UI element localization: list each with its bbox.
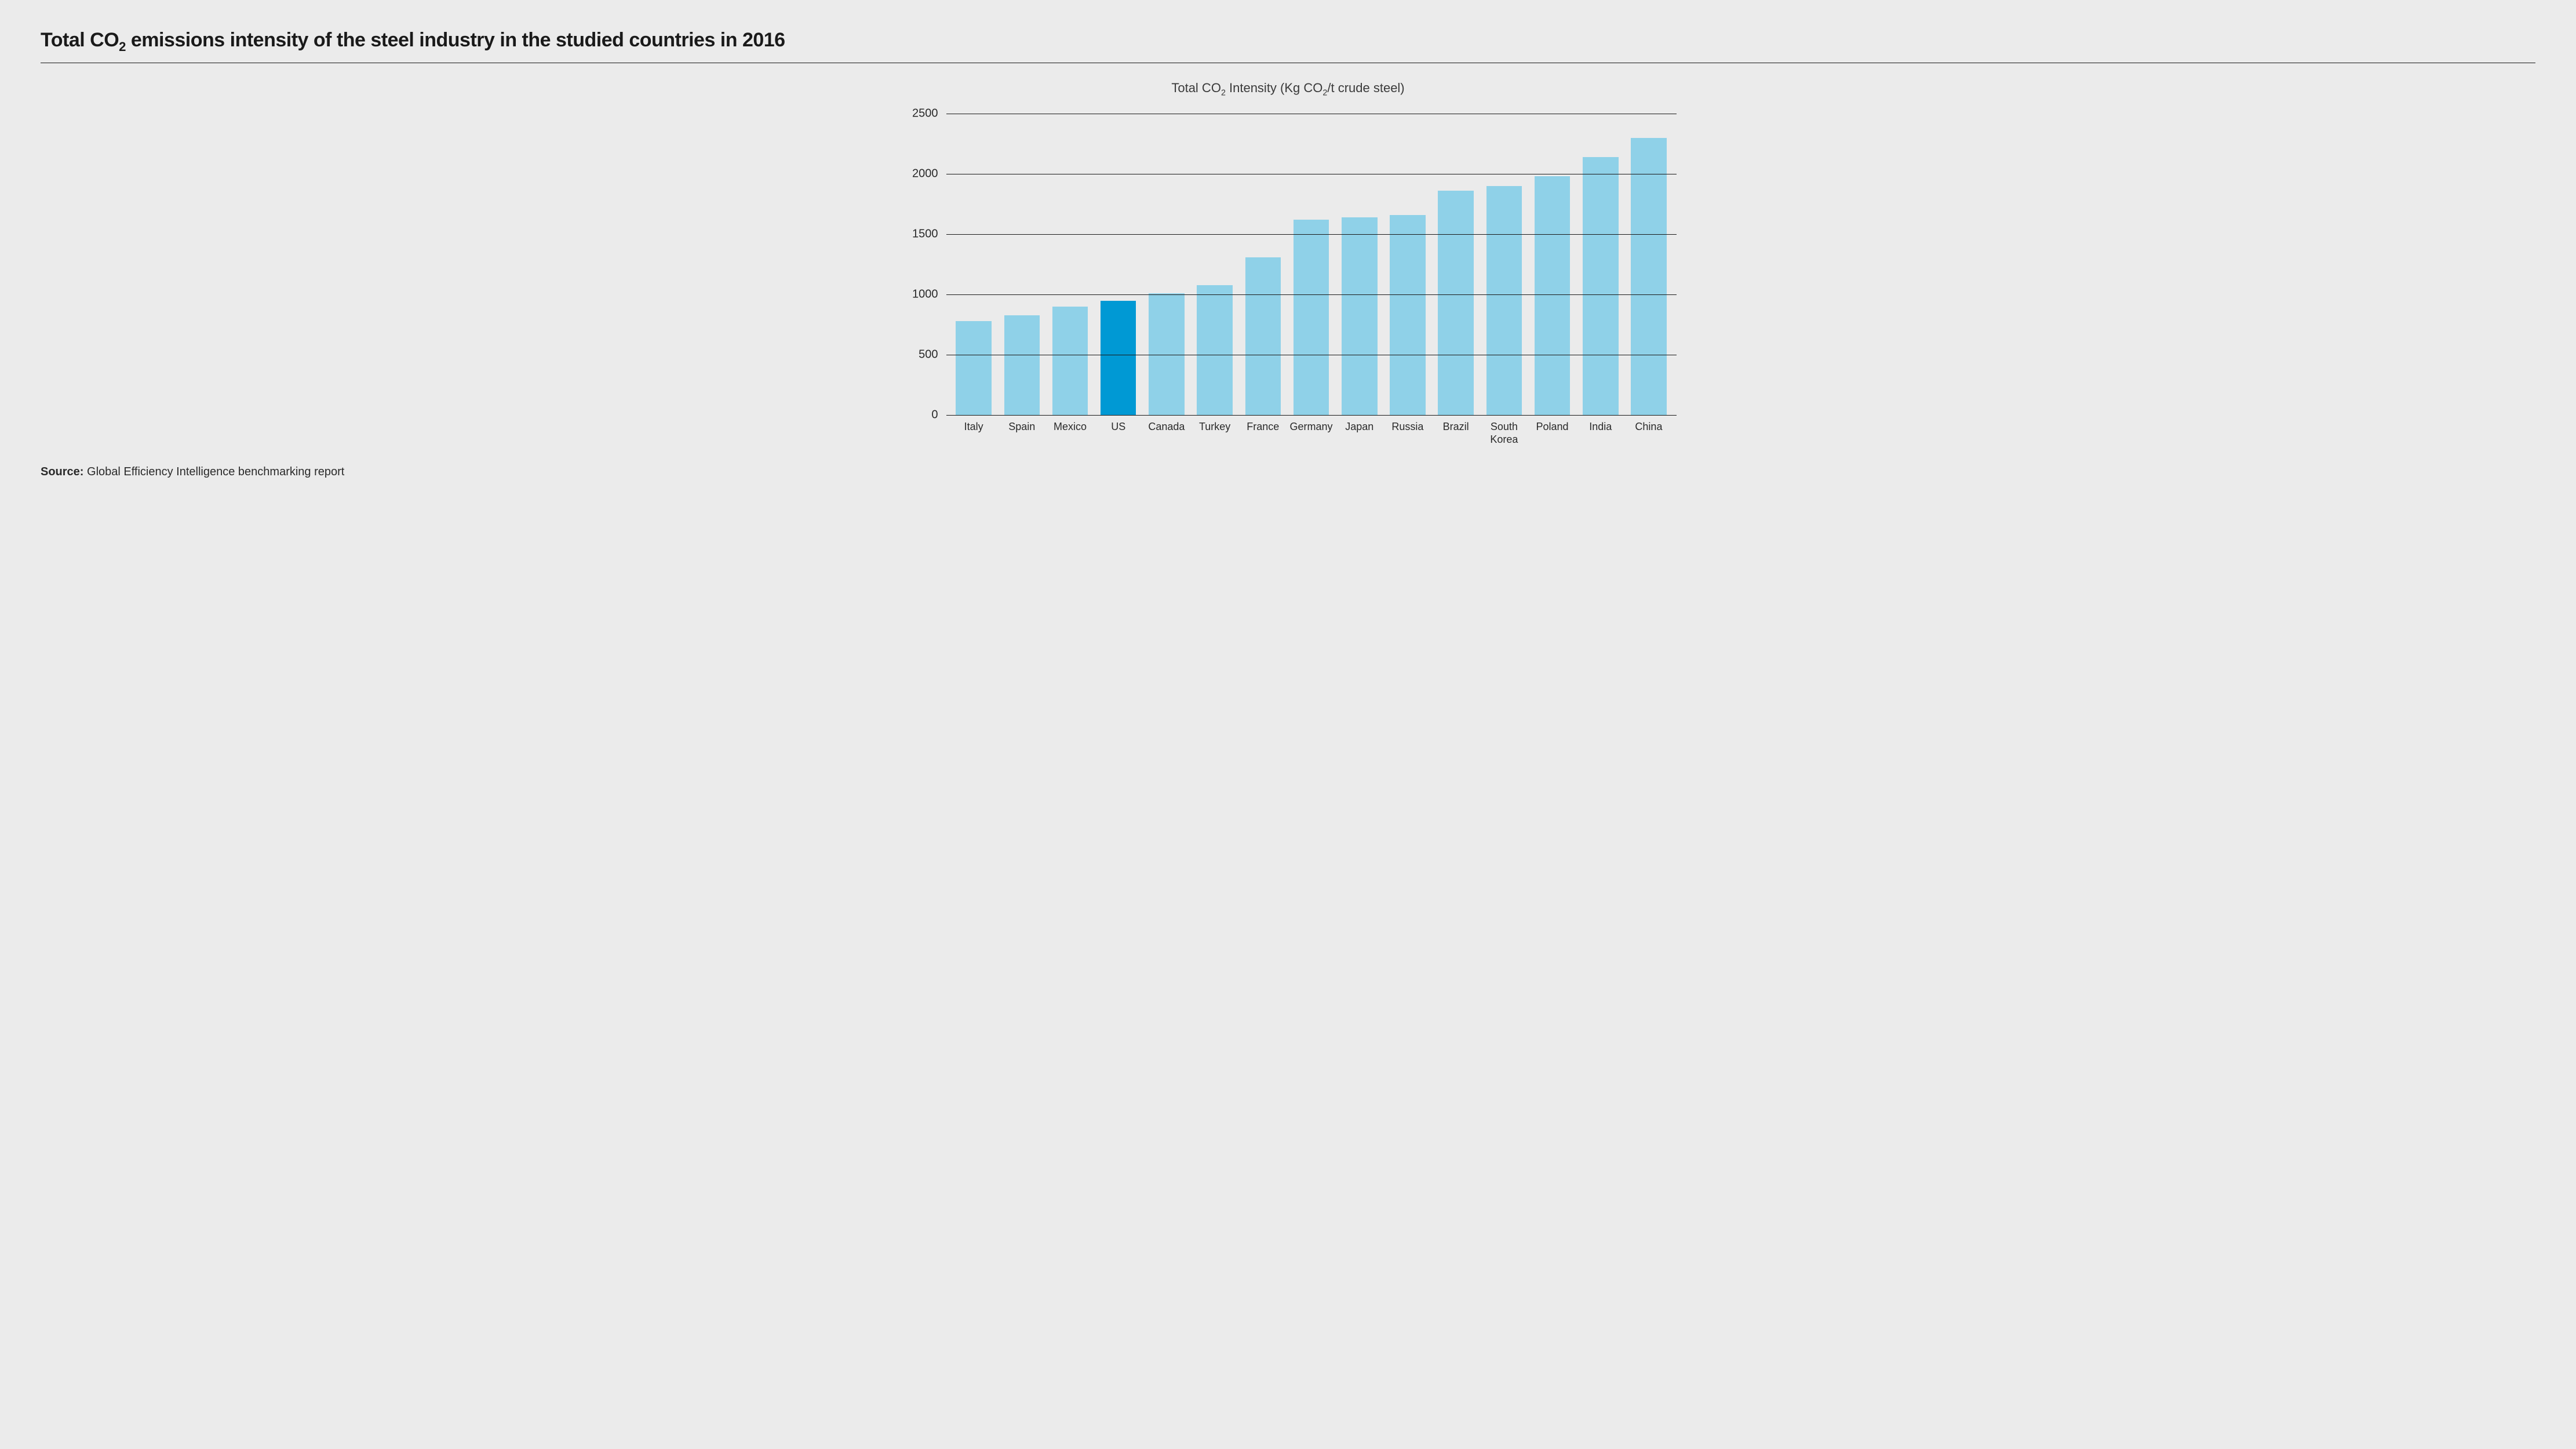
chart-bar-slot: [1383, 114, 1431, 415]
chart-bar-slot: [1239, 114, 1287, 415]
chart-bar-slot: [1624, 114, 1673, 415]
chart-ytick-label: 1000: [912, 288, 938, 301]
chart-bars-row: [946, 114, 1677, 415]
chart-bar-slot: [1046, 114, 1094, 415]
chart-bar: [1486, 186, 1522, 415]
chart-bar: [1149, 293, 1185, 415]
chart-bar-slot: [1432, 114, 1480, 415]
chart-bar: [1583, 157, 1619, 415]
chart-bar: [1438, 191, 1474, 415]
chart-gridline: [946, 294, 1677, 295]
chart-xtick-label: Turkey: [1191, 421, 1239, 446]
chart-xtick-label: Poland: [1528, 421, 1576, 446]
chart-xtick-label: Germany: [1287, 421, 1335, 446]
chart-xtick-label: India: [1576, 421, 1624, 446]
chart-ytick-label: 2500: [912, 107, 938, 121]
chart-xtick-label: France: [1239, 421, 1287, 446]
chart-bar: [1004, 315, 1040, 416]
chart-bar: [1535, 176, 1571, 415]
chart-bar-slot: [1191, 114, 1239, 415]
chart-main-title: Total CO2 emissions intensity of the ste…: [41, 29, 2535, 63]
chart-source: Source: Global Efficiency Intelligence b…: [41, 465, 2535, 479]
chart-bar-slot: [1094, 114, 1142, 415]
chart-container: 05001000150020002500 ItalySpainMexicoUSC…: [883, 114, 1694, 446]
source-label: Source:: [41, 465, 83, 478]
chart-ytick-label: 2000: [912, 168, 938, 181]
chart-xtick-label: Brazil: [1432, 421, 1480, 446]
chart-x-labels: ItalySpainMexicoUSCanadaTurkeyFranceGerm…: [946, 415, 1677, 446]
chart-bar-slot: [950, 114, 998, 415]
chart-xtick-label: Mexico: [1046, 421, 1094, 446]
chart-subtitle: Total CO2 Intensity (Kg CO2/t crude stee…: [41, 81, 2535, 97]
chart-bar: [1294, 220, 1329, 415]
chart-xtick-label: South Korea: [1480, 421, 1528, 446]
chart-bar: [1631, 138, 1667, 415]
chart-bar-slot: [1142, 114, 1190, 415]
chart-bar: [1101, 301, 1136, 416]
chart-bar-slot: [1528, 114, 1576, 415]
chart-plot-area: 05001000150020002500: [946, 114, 1677, 415]
chart-bar-slot: [1335, 114, 1383, 415]
chart-gridline: [946, 415, 1677, 416]
chart-bar-slot: [1576, 114, 1624, 415]
chart-bar-slot: [998, 114, 1046, 415]
chart-bar: [1390, 215, 1426, 415]
chart-xtick-label: Canada: [1142, 421, 1190, 446]
chart-bar: [1245, 257, 1281, 415]
chart-bar: [1197, 285, 1233, 416]
chart-xtick-label: Italy: [950, 421, 998, 446]
chart-bar-slot: [1480, 114, 1528, 415]
chart-xtick-label: Russia: [1383, 421, 1431, 446]
chart-xtick-label: US: [1094, 421, 1142, 446]
chart-gridline: [946, 234, 1677, 235]
chart-ytick-label: 0: [931, 409, 938, 422]
chart-bar-slot: [1287, 114, 1335, 415]
chart-xtick-label: China: [1624, 421, 1673, 446]
chart-xtick-label: Japan: [1335, 421, 1383, 446]
chart-xtick-label: Spain: [998, 421, 1046, 446]
chart-ytick-label: 500: [919, 348, 938, 362]
source-text: Global Efficiency Intelligence benchmark…: [87, 465, 344, 478]
chart-bar: [956, 321, 992, 415]
chart-bar: [1052, 307, 1088, 415]
chart-bar: [1342, 217, 1378, 415]
chart-ytick-label: 1500: [912, 228, 938, 241]
